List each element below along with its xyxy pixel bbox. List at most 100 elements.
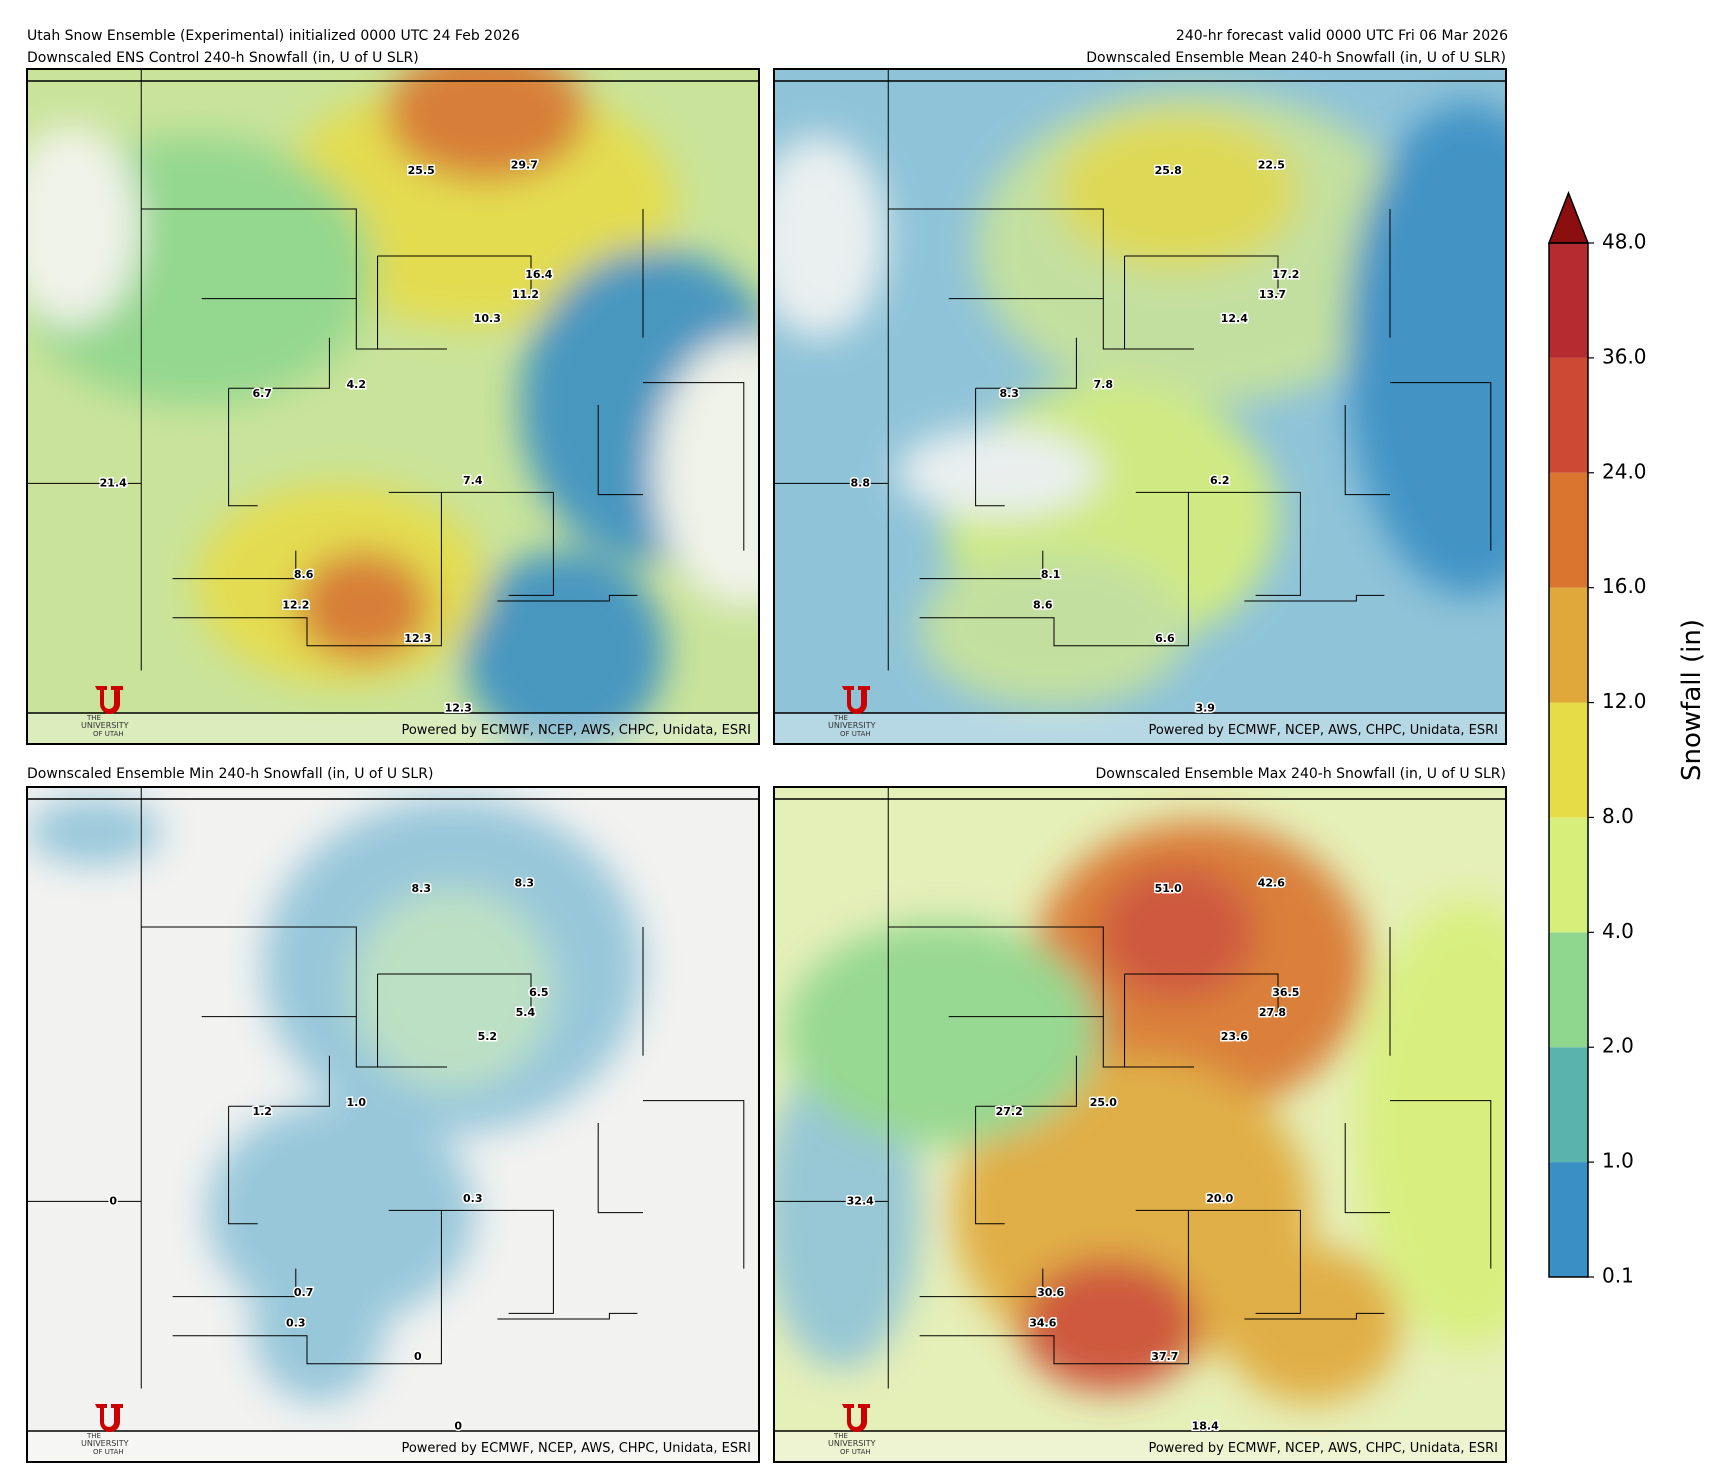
footer-strip (774, 1431, 1506, 1462)
snowfall-shading (774, 820, 1506, 1403)
station-value: 42.6 (1258, 876, 1285, 889)
colorbar-segment (1549, 472, 1588, 588)
boundary-line (919, 1335, 1138, 1365)
logo-u (95, 1404, 123, 1432)
boundary-line (388, 1209, 554, 1314)
init-title: Utah Snow Ensemble (Experimental) initia… (27, 28, 520, 44)
station-value: 8.3 (411, 882, 431, 895)
footer-credit: Powered by ECMWF, NCEP, AWS, CHPC, Unida… (1148, 723, 1498, 738)
boundary-line (172, 550, 297, 580)
station-value: 34.6 (1029, 1316, 1056, 1329)
boundary-line (388, 491, 554, 596)
boundary-line (1244, 1312, 1385, 1320)
boundary-line (597, 405, 643, 496)
station-value: 12.3 (445, 702, 472, 715)
station-value: 37.7 (1151, 1350, 1178, 1363)
station-value: 51.0 (1155, 882, 1182, 895)
boundary-line (1390, 1100, 1492, 1269)
logo-text: OF UTAH (93, 730, 124, 738)
boundary-line (228, 388, 258, 507)
station-value: 5.4 (516, 1006, 536, 1019)
boundary-line (888, 208, 1104, 299)
boundary-line (643, 1100, 745, 1269)
panel-frame (773, 68, 1507, 745)
station-value: 16.4 (525, 268, 552, 281)
boundary-line (172, 617, 391, 647)
boundary-line (1244, 594, 1385, 602)
colorbar-segment (1549, 587, 1588, 703)
boundary-line (1344, 1123, 1390, 1214)
station-value: 12.3 (404, 632, 431, 645)
colorbar-tick-label: 24.0 (1602, 459, 1647, 483)
boundary-line (201, 1016, 447, 1068)
station-value: 20.0 (1206, 1192, 1233, 1205)
station-value: 30.6 (1037, 1286, 1064, 1299)
boundary-line (975, 337, 1077, 389)
station-value: 8.6 (294, 568, 314, 581)
station-value: 27.8 (1259, 1006, 1286, 1019)
boundary-line (975, 1055, 1077, 1107)
station-value: 1.2 (252, 1105, 272, 1118)
station-value: 7.4 (463, 474, 483, 487)
station-value: 0 (414, 1350, 422, 1363)
boundary-line (172, 1335, 391, 1365)
boundary-line (497, 594, 638, 602)
boundary-line (228, 1055, 330, 1107)
snowfall-area (1345, 102, 1506, 596)
boundary-line (1138, 492, 1189, 647)
station-value: 7.8 (1094, 378, 1114, 391)
boundary-line (643, 382, 745, 551)
station-value: 0 (454, 1420, 462, 1433)
station-value: 27.2 (996, 1105, 1023, 1118)
colorbar-tick-label: 4.0 (1602, 919, 1634, 943)
boundary-line (975, 1106, 1005, 1225)
logo-text: THE (833, 714, 848, 722)
station-value: 25.0 (1090, 1096, 1117, 1109)
snowfall-area (463, 550, 666, 744)
colorbar-tick-label: 8.0 (1602, 804, 1634, 828)
footer-credit: Powered by ECMWF, NCEP, AWS, CHPC, Unida… (401, 1441, 751, 1456)
colorbar-segment (1549, 243, 1588, 358)
snowfall-area (27, 125, 139, 327)
boundary-line (919, 550, 1044, 580)
boundary-line (377, 973, 532, 1017)
logo-text: UNIVERSITY (81, 1439, 129, 1448)
panel-frame (773, 786, 1507, 1463)
boundary-line (391, 492, 442, 647)
boundary-line (141, 208, 357, 299)
colorbar-frame (1548, 242, 1589, 1278)
footer-strip (27, 713, 759, 744)
boundary-line (1390, 382, 1492, 551)
panel-frame (26, 68, 760, 745)
snowfall-area (251, 1246, 386, 1403)
logo-text: UNIVERSITY (828, 1439, 876, 1448)
snowfall-area (785, 921, 1099, 1146)
boundary-line (1124, 973, 1279, 1017)
station-value: 6.5 (529, 986, 549, 999)
station-value: 8.1 (1041, 568, 1061, 581)
boundary-line (391, 1210, 442, 1365)
colorbar-extend (1547, 190, 1590, 244)
boundary-line (1135, 491, 1301, 596)
snowfall-area (385, 69, 587, 181)
station-value: 0 (109, 1194, 117, 1207)
boundary-line (497, 1312, 638, 1320)
station-value: 4.2 (347, 378, 367, 391)
snowfall-area (295, 550, 431, 663)
snowfall-area (1054, 113, 1301, 271)
colorbar-tick-label: 12.0 (1602, 689, 1647, 713)
logo-text: THE (833, 1432, 848, 1440)
footer-strip (27, 1431, 759, 1462)
boundary-line (228, 1106, 258, 1225)
station-value: 6.7 (252, 387, 272, 400)
station-value: 11.2 (512, 288, 539, 301)
footer-strip (774, 713, 1506, 744)
colorbar-tick-label: 16.0 (1602, 574, 1647, 598)
